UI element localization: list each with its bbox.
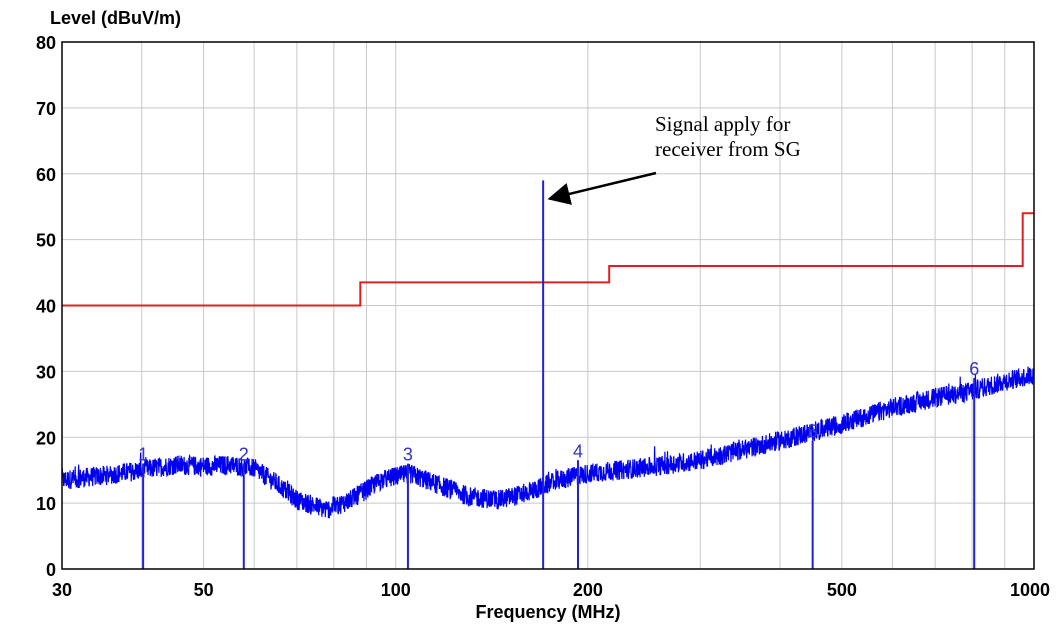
x-tick-label: 30 <box>52 580 72 600</box>
y-tick-label: 80 <box>36 33 56 53</box>
marker-label: 2 <box>239 445 249 465</box>
noise-trace <box>62 366 1034 519</box>
marker-label: 3 <box>403 445 413 465</box>
y-tick-label: 20 <box>36 428 56 448</box>
y-axis-title: Level (dBuV/m) <box>50 8 181 28</box>
marker-label: 5 <box>808 422 818 442</box>
marker-label: 4 <box>573 441 583 461</box>
y-tick-label: 50 <box>36 231 56 251</box>
y-tick-label: 0 <box>46 560 56 580</box>
markers: 1 2 3 4 5 6 <box>138 359 979 569</box>
annotation-text-line: receiver from SG <box>655 137 801 161</box>
x-tick-label: 1000 <box>1010 580 1050 600</box>
y-tick-label: 10 <box>36 494 56 514</box>
grid <box>62 42 1034 569</box>
limit-line-path <box>62 212 1034 307</box>
x-axis-title: Frequency (MHz) <box>475 602 620 622</box>
y-ticks: 0 10 20 30 40 50 60 70 80 <box>36 33 56 580</box>
marker-label: 6 <box>969 359 979 379</box>
y-tick-label: 30 <box>36 362 56 382</box>
y-tick-label: 70 <box>36 99 56 119</box>
annotation-arrow <box>547 171 657 205</box>
x-tick-label: 50 <box>194 580 214 600</box>
marker-label: 1 <box>138 445 148 465</box>
limit-line <box>62 212 1034 307</box>
x-tick-label: 100 <box>381 580 411 600</box>
x-tick-label: 200 <box>573 580 603 600</box>
noise-trace-path <box>62 366 1034 519</box>
x-tick-label: 500 <box>827 580 857 600</box>
y-tick-label: 60 <box>36 165 56 185</box>
plot-frame <box>61 41 1035 570</box>
y-tick-label: 40 <box>36 297 56 317</box>
x-ticks: 30 50 100 200 500 1000 <box>52 580 1050 600</box>
annotation-text-line: Signal apply for <box>655 112 790 136</box>
